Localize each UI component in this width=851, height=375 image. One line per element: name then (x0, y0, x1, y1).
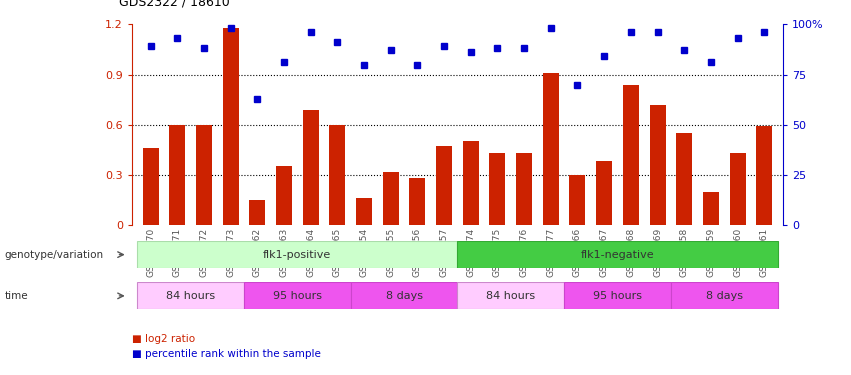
Bar (436, 146, 452, 225)
Text: genotype/variation: genotype/variation (4, 250, 103, 259)
Bar (276, 166, 292, 225)
Bar (458, 241, 778, 268)
Bar (356, 198, 372, 225)
Text: 8 days: 8 days (705, 291, 743, 301)
Text: 95 hours: 95 hours (593, 291, 642, 301)
Bar (223, 28, 238, 225)
Bar (623, 85, 639, 225)
Bar (677, 133, 692, 225)
Bar (143, 148, 158, 225)
Text: 95 hours: 95 hours (273, 291, 322, 301)
Bar (463, 141, 479, 225)
Bar (729, 153, 745, 225)
Bar (244, 282, 351, 309)
Text: ■ log2 ratio: ■ log2 ratio (132, 334, 195, 344)
Bar (489, 153, 505, 225)
Bar (383, 171, 399, 225)
Text: flk1-negative: flk1-negative (580, 250, 654, 259)
Text: 8 days: 8 days (386, 291, 423, 301)
Bar (569, 175, 585, 225)
Text: 84 hours: 84 hours (486, 291, 535, 301)
Bar (703, 192, 719, 225)
Text: time: time (4, 291, 28, 301)
Bar (169, 124, 186, 225)
Text: ■ percentile rank within the sample: ■ percentile rank within the sample (132, 350, 321, 359)
Bar (329, 124, 346, 225)
Bar (351, 282, 458, 309)
Bar (196, 124, 212, 225)
Bar (137, 241, 458, 268)
Bar (249, 200, 266, 225)
Text: GDS2322 / 18610: GDS2322 / 18610 (119, 0, 230, 8)
Bar (757, 126, 772, 225)
Bar (543, 73, 559, 225)
Bar (597, 162, 612, 225)
Text: flk1-positive: flk1-positive (263, 250, 331, 259)
Bar (649, 105, 665, 225)
Bar (516, 153, 532, 225)
Bar (458, 282, 564, 309)
Bar (409, 178, 426, 225)
Bar (564, 282, 671, 309)
Bar (303, 110, 318, 225)
Bar (671, 282, 778, 309)
Bar (137, 282, 244, 309)
Text: 84 hours: 84 hours (166, 291, 215, 301)
